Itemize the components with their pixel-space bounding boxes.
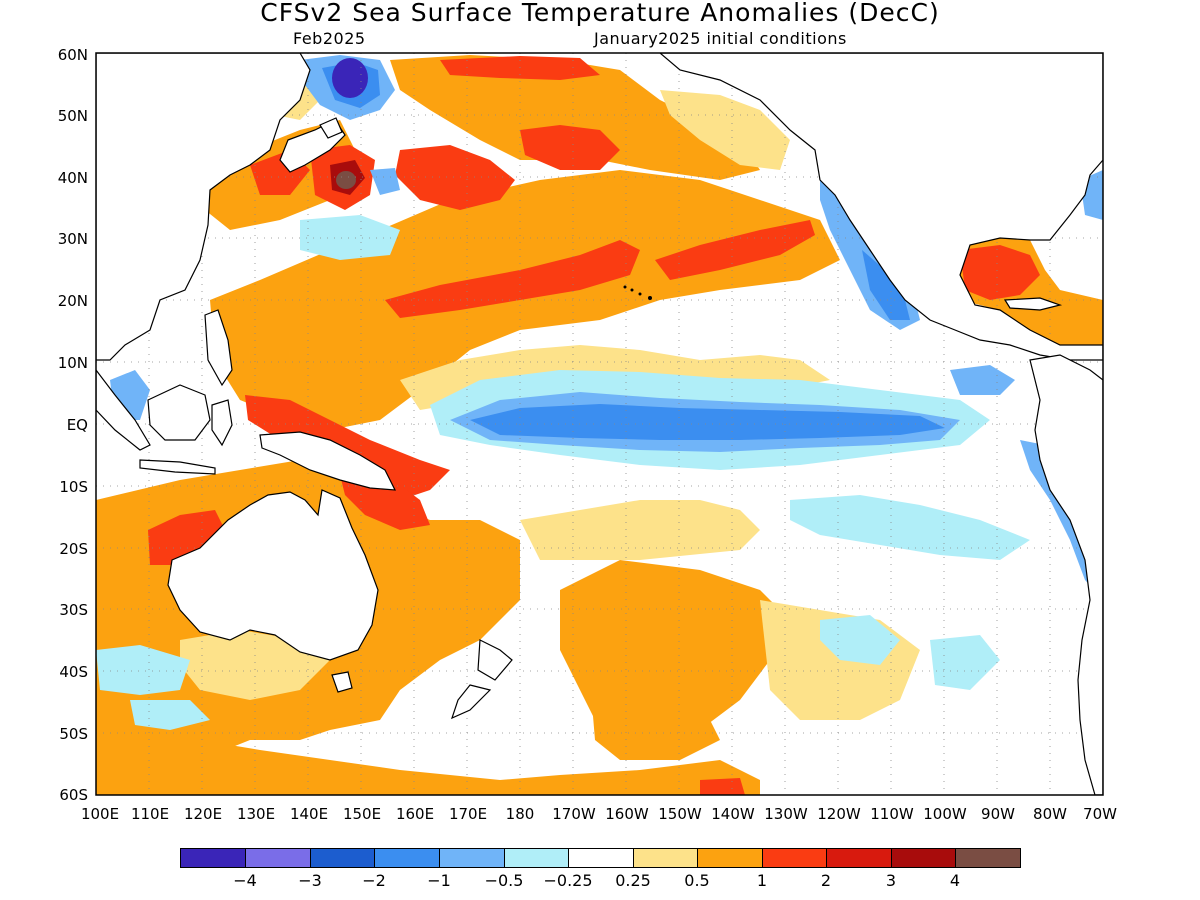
tasmania-landmass [331,671,353,693]
lon-label: 170E [448,805,488,823]
south-america [1029,354,1103,795]
borneo-landmass [147,384,211,441]
lat-label: 10N [57,354,88,372]
new-guinea-landmass [259,431,397,491]
legend-label: −0.25 [543,871,593,890]
legend-swatch [310,848,376,868]
lat-label: 20S [59,540,88,558]
lat-label: 40S [59,663,88,681]
lon-label: 120E [183,805,223,823]
legend-swatch [891,848,957,868]
legend-label: 3 [885,871,897,890]
legend-label: −3 [298,871,322,890]
hokkaido-landmass [319,117,343,139]
land-masses [96,53,1103,795]
legend-swatch [568,848,634,868]
sulawesi-landmass [211,399,233,447]
legend-label: 2 [820,871,832,890]
lon-label: 80W [1033,805,1067,823]
legend-swatch [697,848,763,868]
lon-label: 150E [342,805,382,823]
lat-label: 30S [59,601,88,619]
legend-swatch [180,848,246,868]
lon-label: 120W [817,805,861,823]
map-title: CFSv2 Sea Surface Temperature Anomalies … [260,0,940,27]
lat-label: 50N [57,107,88,125]
lon-label: 110W [870,805,914,823]
legend-swatch [245,848,311,868]
lat-label: 10S [59,478,88,496]
java-landmass [139,459,216,475]
north-america [659,53,1103,361]
forecast-month: Feb2025 [293,29,366,48]
lon-label: 130E [236,805,276,823]
extreme-warm-spots [330,160,365,195]
lon-label: 160E [395,805,435,823]
lat-label: 20N [57,292,88,310]
extreme-cool-spot [332,58,368,98]
lon-label: 90W [981,805,1015,823]
lon-label: 110E [130,805,170,823]
australia-landmass [167,489,379,661]
legend-swatch [762,848,828,868]
cuba-landmass [1003,297,1063,311]
lon-label: 160W [605,805,649,823]
initial-conditions-label: January2025 initial conditions [594,29,847,48]
map-frame [95,52,1104,796]
legend-label: 4 [949,871,961,890]
lat-label: 60S [59,786,88,804]
lon-label: 100E [80,805,120,823]
lon-label: 180 [505,805,535,823]
lat-label: 40N [57,169,88,187]
legend-label: −1 [427,871,451,890]
lon-label: 140E [289,805,329,823]
legend-swatch [504,848,570,868]
legend-label: −2 [362,871,386,890]
legend-label: 0.5 [684,871,710,890]
legend-label: −4 [233,871,257,890]
lon-label: 140W [711,805,755,823]
lat-label: 30N [57,230,88,248]
map-grid [96,53,1103,795]
lon-label: 100W [923,805,967,823]
lon-label: 70W [1083,805,1117,823]
legend-swatch [955,848,1021,868]
legend-label: 0.25 [615,871,651,890]
lat-label: EQ [66,416,88,434]
hawaii-islands [623,285,652,300]
legend-swatch [439,848,505,868]
lon-label: 130W [764,805,808,823]
new-zealand-south [451,684,492,720]
sumatra-landmass [96,369,151,451]
legend-swatch [633,848,699,868]
lon-label: 170W [552,805,596,823]
legend-label: 1 [756,871,768,890]
philippines-landmass [204,309,233,387]
lat-label: 50S [59,725,88,743]
legend-swatch [826,848,892,868]
lon-label: 150W [658,805,702,823]
new-zealand-north [477,639,513,681]
legend-swatch [374,848,440,868]
asia-mainland [96,53,311,361]
legend-label: −0.5 [484,871,524,890]
lat-label: 60N [57,46,88,64]
